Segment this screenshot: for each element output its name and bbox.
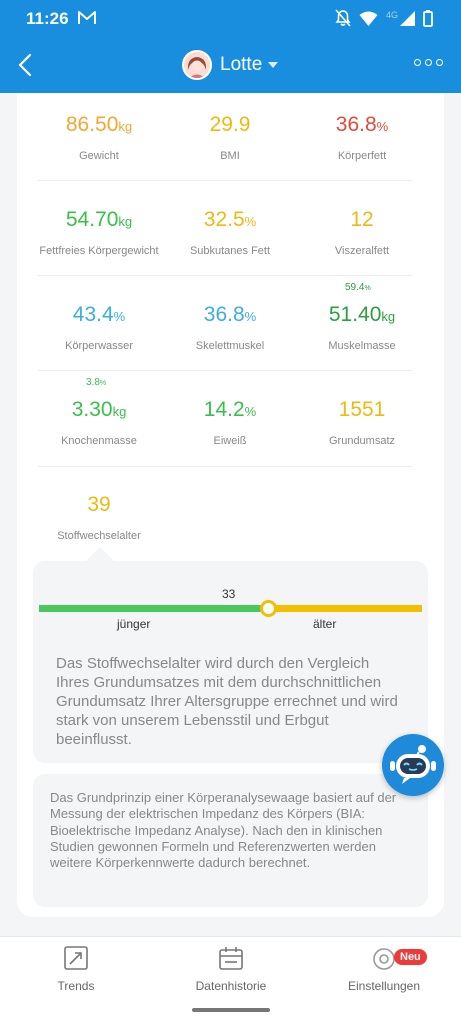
metric-bmi[interactable]: 29.9 BMI	[155, 113, 305, 162]
metric-value: 54.70	[65, 208, 119, 231]
metric-label: Stoffwechselalter	[57, 530, 141, 542]
metric-unit: %	[376, 119, 389, 134]
bia-info-text: Das Grundprinzip einer Körperanalysewaag…	[50, 790, 397, 871]
metric-unit: kg	[112, 404, 127, 419]
row-divider	[38, 275, 412, 276]
metric-label: Körperwasser	[65, 340, 133, 352]
metric-label: Skelettmuskel	[195, 340, 265, 352]
age-marker-knob	[260, 600, 277, 617]
metric-label: Knochenmasse	[61, 435, 137, 447]
nav-trends[interactable]: Trends	[16, 945, 136, 993]
metric-value: 36.8	[335, 113, 377, 136]
profile-switcher[interactable]: Lotte	[182, 50, 279, 80]
metric-value: 12	[350, 208, 374, 231]
metric-fettfreies-koerpergewicht[interactable]: 54.70kg Fettfreies Körpergewicht	[24, 208, 174, 257]
info-box	[33, 774, 428, 907]
metric-label: Körperfett	[337, 150, 387, 162]
profile-name: Lotte	[220, 54, 263, 75]
metric-label: Grundumsatz	[328, 435, 396, 447]
network-type: 4G	[385, 10, 398, 20]
metric-unit: %	[244, 309, 257, 324]
older-bar-segment	[269, 605, 422, 612]
metric-label: Viszeralfett	[334, 245, 390, 257]
wifi-icon	[359, 11, 378, 26]
nav-einstellungen[interactable]: Neu Einstellungen	[324, 945, 444, 993]
metric-label: BMI	[220, 150, 240, 162]
chatbot-button[interactable]	[382, 734, 444, 796]
older-label: älter	[313, 617, 337, 631]
robot-icon	[390, 745, 436, 784]
younger-bar-segment	[39, 605, 269, 612]
more-options-icon[interactable]	[414, 59, 443, 66]
row-divider	[38, 466, 412, 467]
metric-value: 43.4	[72, 303, 114, 326]
new-badge: Neu	[394, 949, 427, 965]
metric-gewicht[interactable]: 86.50kg Gewicht	[24, 113, 174, 162]
status-bar: 11:26 4G	[0, 0, 461, 36]
metric-label: Subkutanes Fett	[189, 245, 271, 257]
metric-value: 32.5	[203, 208, 245, 231]
metric-unit: kg	[381, 309, 396, 324]
metric-value: 39	[87, 493, 111, 516]
metric-value: 14.2	[203, 398, 245, 421]
trend-icon	[64, 946, 88, 970]
knochenmasse-percent: 3.8%	[86, 377, 107, 388]
metric-value: 29.9	[209, 113, 251, 136]
metric-label: Fettfreies Körpergewicht	[39, 245, 159, 257]
metric-value: 1551	[338, 398, 386, 421]
metric-subkutanes-fett[interactable]: 32.5% Subkutanes Fett	[155, 208, 305, 257]
signal-icon	[400, 10, 415, 26]
age-marker-value: 33	[222, 587, 236, 601]
metric-koerperfett[interactable]: 36.8% Körperfett	[287, 113, 437, 162]
status-icons: 4G	[335, 9, 433, 27]
gesture-bar	[192, 1008, 270, 1012]
metric-label: Eiweiß	[213, 435, 247, 447]
app-header: 11:26 4G	[0, 0, 461, 93]
metric-value: 36.8	[203, 303, 245, 326]
back-arrow-icon[interactable]	[14, 52, 36, 78]
metric-unit: kg	[118, 214, 133, 229]
metric-unit: %	[113, 309, 126, 324]
gmail-icon	[78, 11, 96, 24]
metric-eiweiss[interactable]: 14.2% Eiweiß	[155, 398, 305, 447]
metric-skelettmuskel[interactable]: 36.8% Skelettmuskel	[155, 303, 305, 352]
calendar-icon	[219, 947, 243, 970]
metric-value: 86.50	[65, 113, 119, 136]
metric-value: 3.30	[71, 398, 113, 421]
dropdown-caret-icon	[268, 62, 279, 68]
metric-koerperwasser[interactable]: 43.4% Körperwasser	[24, 303, 174, 352]
metric-label: Gewicht	[79, 150, 119, 162]
muskelmasse-percent: 59.4%	[345, 282, 371, 293]
metabolic-age-description: Das Stoffwechselalter wird durch den Ver…	[56, 655, 398, 748]
metric-grundumsatz[interactable]: 1551 Grundumsatz	[287, 398, 437, 447]
metric-muskelmasse[interactable]: 51.40kg Muskelmasse	[287, 303, 437, 352]
battery-icon	[423, 9, 433, 27]
detail-pointer	[86, 547, 114, 561]
metric-unit: kg	[118, 119, 133, 134]
metric-label: Muskelmasse	[328, 340, 396, 352]
status-time: 11:26	[26, 9, 69, 28]
metric-stoffwechselalter[interactable]: 39 Stoffwechselalter	[24, 493, 174, 542]
metric-value: 51.40	[328, 303, 382, 326]
younger-label: jünger	[117, 617, 151, 631]
row-divider	[38, 370, 412, 371]
metric-unit: %	[244, 404, 257, 419]
row-divider	[38, 180, 412, 181]
nav-label: Einstellungen	[347, 979, 421, 993]
avatar	[182, 50, 212, 80]
metric-viszeralfett[interactable]: 12 Viszeralfett	[287, 208, 437, 257]
metric-unit: %	[244, 214, 257, 229]
metric-knochenmasse[interactable]: 3.30kg Knochenmasse	[24, 398, 174, 447]
mute-icon	[335, 9, 351, 27]
nav-datenhistorie[interactable]: Datenhistorie	[171, 945, 291, 993]
nav-label: Datenhistorie	[195, 979, 267, 993]
metabolic-age-detail	[33, 561, 428, 763]
nav-label: Trends	[57, 979, 95, 993]
